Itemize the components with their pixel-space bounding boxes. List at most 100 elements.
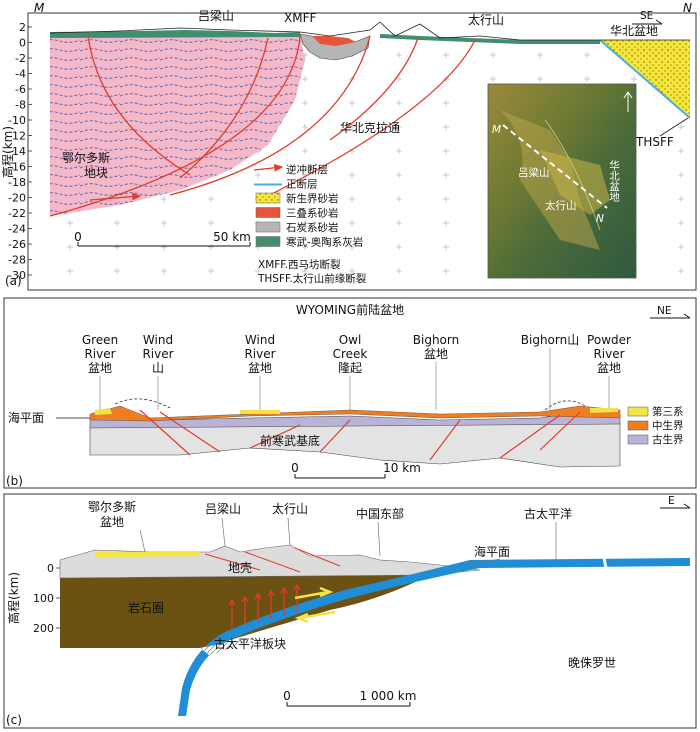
legend-label: 寒武-奥陶系灰岩 [286, 236, 363, 249]
y-tick-label: -16 [8, 161, 26, 174]
svg-text:River: River [593, 347, 624, 361]
legend-item: 新生界砂岩 [255, 192, 339, 205]
direction-se: SE [640, 10, 653, 22]
panel-b-title: WYOMING前陆盆地 [296, 302, 404, 317]
svg-text:Bighorn山: Bighorn山 [521, 333, 579, 347]
label-sea-level-c: 海平面 [474, 544, 510, 559]
flow-arrow-upper [294, 586, 334, 600]
svg-text:0: 0 [74, 230, 82, 244]
cover-strata-left [50, 30, 300, 38]
normal-fault-thsff [599, 39, 691, 119]
label-craton: 华北克拉通 [340, 120, 400, 135]
legend-item: 寒武-奥陶系灰岩 [255, 236, 363, 249]
svg-text:中生界: 中生界 [652, 419, 684, 432]
y-tick-label: -28 [8, 254, 26, 267]
thrust-faults-b [139, 409, 581, 461]
direction-arrow-c [660, 503, 691, 509]
y-tick-label: 2 [19, 21, 26, 34]
svg-text:River: River [84, 347, 115, 361]
inset-map: M N 吕梁山 太行山 华北盆地 [487, 83, 637, 279]
legend-item: 三叠系砂岩 [255, 207, 339, 220]
label-thsff: THSFF [635, 135, 674, 149]
svg-text:Owl: Owl [339, 333, 362, 347]
note-thsff: THSFF.太行山前缘断裂 [257, 272, 367, 285]
label-pacific: 古太平洋 [524, 506, 572, 521]
svg-text:50 km: 50 km [213, 230, 251, 244]
note-xmff: XMFF.西马坊断裂 [258, 258, 341, 271]
y-tick-label: -10 [8, 114, 26, 127]
y-tick-label: -30 [8, 269, 26, 282]
panel-c-frame [3, 493, 697, 729]
ordos-basin-fill [95, 552, 200, 557]
svg-text:Powder: Powder [587, 333, 631, 347]
svg-text:山: 山 [152, 361, 164, 375]
panel-c-letter: (c) [6, 713, 22, 727]
label-plate: 古太平洋板块 [214, 636, 286, 651]
basement [89, 421, 621, 468]
basement-label: 前寒武基底 [260, 433, 320, 448]
svg-text:古生界: 古生界 [652, 433, 684, 446]
y-tick-label: -8 [15, 99, 26, 112]
svg-text:Green: Green [82, 333, 118, 347]
svg-text:盆地: 盆地 [424, 347, 448, 361]
svg-text:第三系: 第三系 [652, 405, 684, 418]
feature-label: Bighorn山 [521, 333, 579, 410]
y-tick-label: 0 [19, 37, 26, 50]
y-axis-label-a: 高程(km) [0, 126, 15, 178]
svg-text:隆起: 隆起 [338, 360, 362, 375]
label-ordos-line1: 鄂尔多斯 [62, 150, 110, 165]
y-tick-label: -24 [8, 223, 26, 236]
direction-ne: NE [657, 305, 672, 317]
label-taihang-c: 太行山 [272, 501, 308, 516]
legend-label: 新生界砂岩 [286, 192, 339, 205]
panel-b-frame [3, 297, 697, 489]
panel-a: 2 0 -2 -4 -6 -8 -10 -12 -14 -16 -18 -20 -22 -24 -26 -28… [0, 1, 697, 291]
panel-a-letter: (a) [5, 274, 22, 288]
scale-bar-a: 0 50 km [74, 230, 251, 247]
label-lvliang-c: 吕梁山 [205, 501, 241, 516]
label-xmff: XMFF [284, 11, 316, 25]
inset-basin: 华北盆地 [608, 159, 620, 202]
svg-text:盆地: 盆地 [88, 361, 112, 375]
legend-item: 石炭系砂岩 [255, 221, 339, 234]
legend-label: 正断层 [286, 178, 318, 191]
corner-label-n: N [683, 1, 692, 15]
legend-item: 中生界 [627, 419, 684, 432]
panel-b-letter: (b) [6, 474, 23, 488]
y-tick-label: -12 [8, 130, 26, 143]
svg-text:River: River [142, 347, 173, 361]
svg-text:盆地: 盆地 [597, 361, 621, 375]
label-taihang-a: 太行山 [468, 12, 504, 27]
inset-lvliang: 吕梁山 [518, 166, 550, 179]
y-tick-label: 200 [33, 622, 54, 635]
svg-text:1 000 km: 1 000 km [360, 689, 417, 703]
legend-label: 石炭系砂岩 [286, 221, 339, 234]
legend-item: 逆冲断层 [253, 163, 328, 176]
inset-m: M [492, 124, 501, 136]
leader-lines-c [139, 517, 557, 566]
svg-text:Creek: Creek [333, 347, 368, 361]
label-crust: 地壳 [228, 561, 252, 575]
svg-text:River: River [244, 347, 275, 361]
feature-labels-b: GreenRiver盆地WindRiver山WindRiver盆地OwlCree… [82, 333, 631, 410]
triassic-sandstone [312, 36, 356, 46]
scale-bar-b: 0 10 km [291, 461, 421, 479]
y-tick-label: -18 [8, 176, 26, 189]
y-axis-c: 0 100 200 [33, 562, 62, 635]
surface-profile-a [49, 21, 690, 41]
corner-label-m: M [34, 1, 45, 15]
ordos-block [50, 34, 305, 216]
y-tick-label: -22 [8, 207, 26, 220]
y-tick-label: -26 [8, 238, 26, 251]
svg-text:10 km: 10 km [383, 461, 421, 475]
sea-level-label-b: 海平面 [8, 410, 44, 425]
label-epoch: 晚侏罗世 [568, 656, 616, 670]
legend-item: 古生界 [627, 433, 684, 446]
svg-text:盆地: 盆地 [248, 361, 272, 375]
